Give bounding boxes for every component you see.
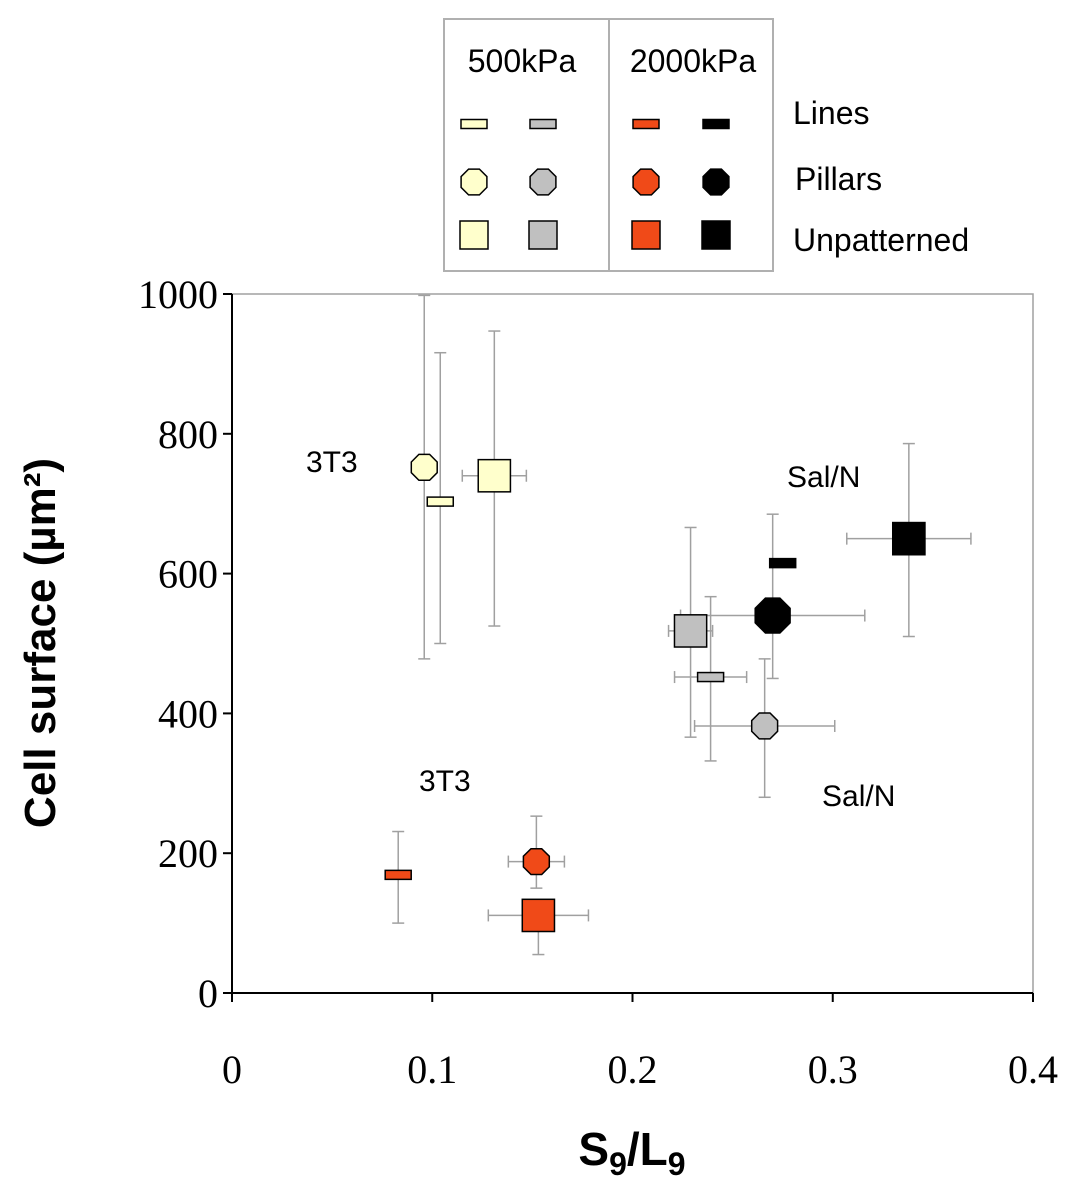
y-tick-label: 400 <box>158 691 218 736</box>
x-tick-label: 0.4 <box>1008 1047 1058 1092</box>
legend-symbol-lines <box>632 118 660 130</box>
x-axis-label-s: S <box>578 1123 609 1175</box>
annotation-saln-2000kpa: Sal/N <box>787 461 860 494</box>
legend-symbol-unpatterned <box>528 220 558 250</box>
data-point-lines-2000kpa-3t3 <box>384 869 412 881</box>
axis-ticks: 0 200 400 600 800 1000 0 0.1 0.2 0.3 0.4 <box>138 272 1058 1092</box>
legend-symbol-unpatterned <box>631 220 661 250</box>
plot-frame <box>231 293 1034 994</box>
annotation-3t3-500kpa: 3T3 <box>306 446 358 479</box>
legend-label-lines: Lines <box>793 95 870 131</box>
legend-symbol-lines <box>702 118 730 130</box>
data-point-unpatterned-500kpa-saln <box>673 614 708 648</box>
x-tick-label: 0.3 <box>808 1047 858 1092</box>
data-point-lines-500kpa-saln <box>696 671 725 683</box>
data-markers <box>384 453 926 933</box>
legend-header-2000kpa: 2000kPa <box>630 43 757 79</box>
data-point-pillars-500kpa-saln <box>750 712 779 740</box>
y-tick-label: 200 <box>158 831 218 876</box>
x-tick-label: 0 <box>222 1047 242 1092</box>
x-tick-label: 0.1 <box>407 1047 457 1092</box>
data-point-unpatterned-500kpa-3t3 <box>477 458 512 493</box>
legend-label-pillars: Pillars <box>795 161 882 197</box>
y-axis-label: Cell surface (µm²) <box>16 458 65 828</box>
y-tick-label: 600 <box>158 552 218 597</box>
legend-label-unpatterned: Unpatterned <box>793 222 969 258</box>
y-tick-label: 0 <box>198 971 218 1016</box>
data-point-pillars-2000kpa-saln <box>754 597 791 634</box>
legend-symbol-pillars <box>702 168 730 196</box>
x-axis-label-sub2: 9 <box>668 1146 686 1181</box>
x-axis-label-l: /L <box>627 1123 668 1175</box>
data-point-unpatterned-2000kpa-saln <box>891 521 926 556</box>
x-axis-label: S9/L9 <box>578 1123 685 1181</box>
annotation-3t3-2000kpa: 3T3 <box>419 765 471 798</box>
legend-symbols <box>459 118 731 250</box>
error-bars <box>392 294 972 956</box>
annotation-saln-500kpa: Sal/N <box>822 780 895 813</box>
y-tick-label: 1000 <box>138 272 218 317</box>
y-tick-label: 800 <box>158 412 218 457</box>
legend-symbol-unpatterned <box>701 220 731 250</box>
x-tick-label: 0.2 <box>608 1047 658 1092</box>
legend-symbol-lines <box>460 118 488 130</box>
data-point-pillars-500kpa-3t3 <box>410 453 438 482</box>
legend-symbol-unpatterned <box>459 220 489 250</box>
legend-symbol-lines <box>529 118 557 130</box>
plot-area: 0 200 400 600 800 1000 0 0.1 0.2 0.3 0.4 <box>138 272 1058 1092</box>
legend-symbol-pillars <box>460 168 488 196</box>
data-point-lines-2000kpa-saln <box>768 557 797 569</box>
legend: 500kPa 2000kPa Lines Pillars Unpatterned <box>443 18 969 272</box>
legend-symbol-pillars <box>632 168 660 196</box>
data-point-lines-500kpa-3t3 <box>426 496 455 507</box>
data-point-pillars-2000kpa-3t3 <box>522 847 551 876</box>
legend-header-500kpa: 500kPa <box>468 43 577 79</box>
data-point-unpatterned-2000kpa-3t3 <box>521 898 556 933</box>
legend-symbol-pillars <box>529 168 557 196</box>
x-axis-label-sub1: 9 <box>609 1146 627 1181</box>
